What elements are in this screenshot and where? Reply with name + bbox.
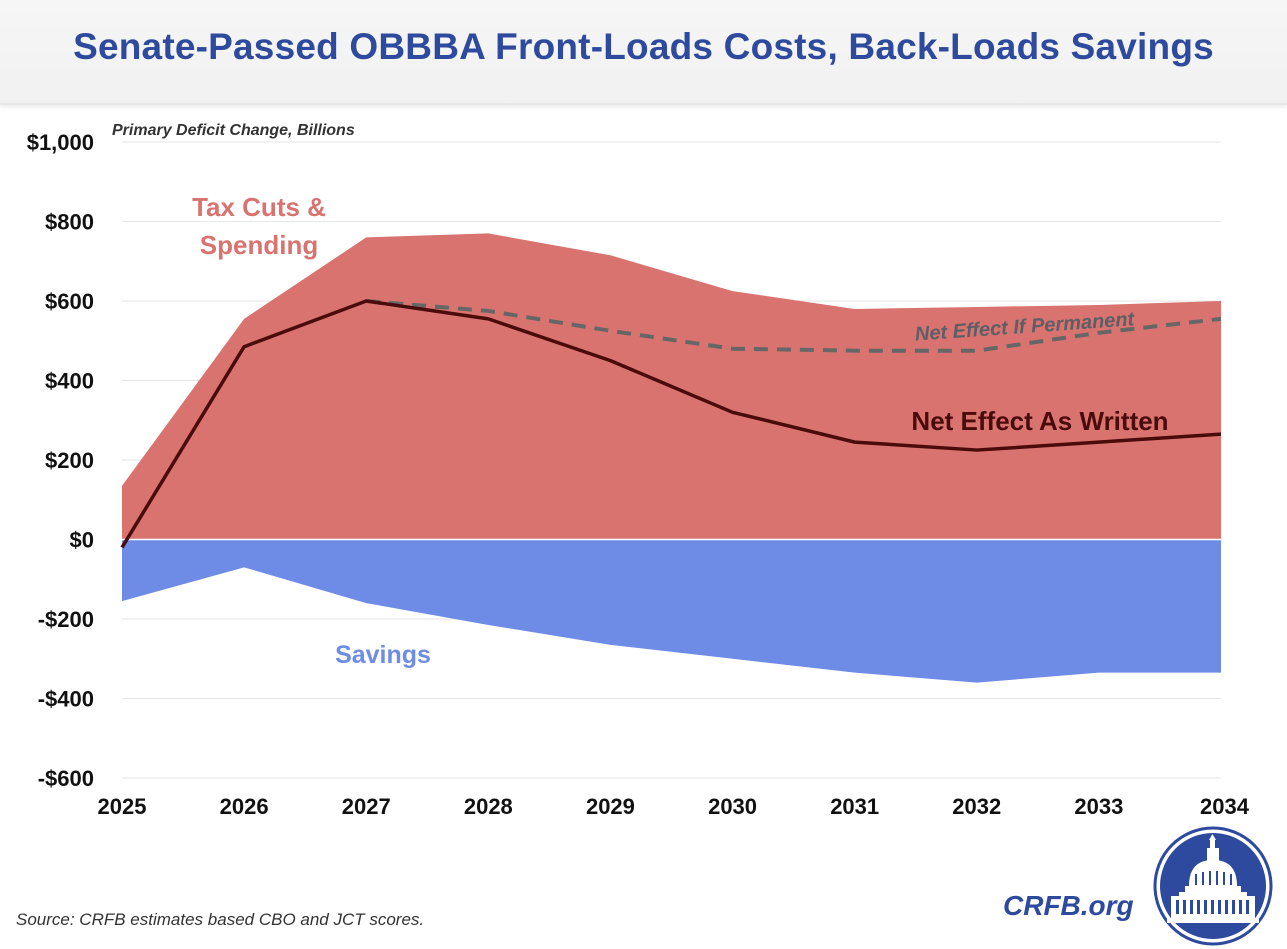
y-tick-label: -$200 [38,607,94,632]
x-tick-label: 2033 [1074,794,1123,819]
x-tick-label: 2030 [708,794,757,819]
title-bar [0,0,1287,105]
y-tick-label: -$600 [38,766,94,791]
y-tick-label: $800 [45,210,94,235]
net-effect-if-permanent-line [366,299,1222,353]
tax-cuts-label-line2: Spending [200,230,318,260]
x-tick-label: 2028 [464,794,513,819]
brand-link[interactable]: CRFB.org [1003,890,1134,921]
x-tick-label: 2027 [342,794,391,819]
savings-area [122,539,1221,683]
tax-cuts-label-line1: Tax Cuts & [192,192,326,222]
y-tick-label: $200 [45,448,94,473]
x-tick-label: 2032 [952,794,1001,819]
x-tick-label: 2031 [830,794,879,819]
source-note: Source: CRFB estimates based CBO and JCT… [16,910,425,929]
x-tick-label: 2034 [1200,794,1250,819]
chart-subtitle: Primary Deficit Change, Billions [112,122,355,139]
y-tick-label: $0 [70,528,94,553]
x-tick-label: 2026 [220,794,269,819]
chart-title: Senate-Passed OBBBA Front-Loads Costs, B… [73,26,1214,67]
x-tick-label: 2029 [586,794,635,819]
x-tick-label: 2025 [98,794,147,819]
net-effect-as-written-label: Net Effect As Written [911,406,1168,436]
y-tick-label: -$400 [38,687,94,712]
x-tick-labels: 2025 2026 2027 2028 2029 2030 2031 2032 2033 2034 [98,794,1250,819]
y-tick-label: $1,000 [27,130,94,155]
y-tick-labels: $1,000 $800 $600 $400 $200 $0 -$200 -$400 -$600 [27,130,94,791]
net-effect-as-written-line [120,299,1222,549]
savings-label: Savings [335,641,431,669]
capitol-dome-seal-icon [1153,826,1273,946]
y-tick-label: $600 [45,289,94,314]
y-tick-label: $400 [45,369,94,394]
